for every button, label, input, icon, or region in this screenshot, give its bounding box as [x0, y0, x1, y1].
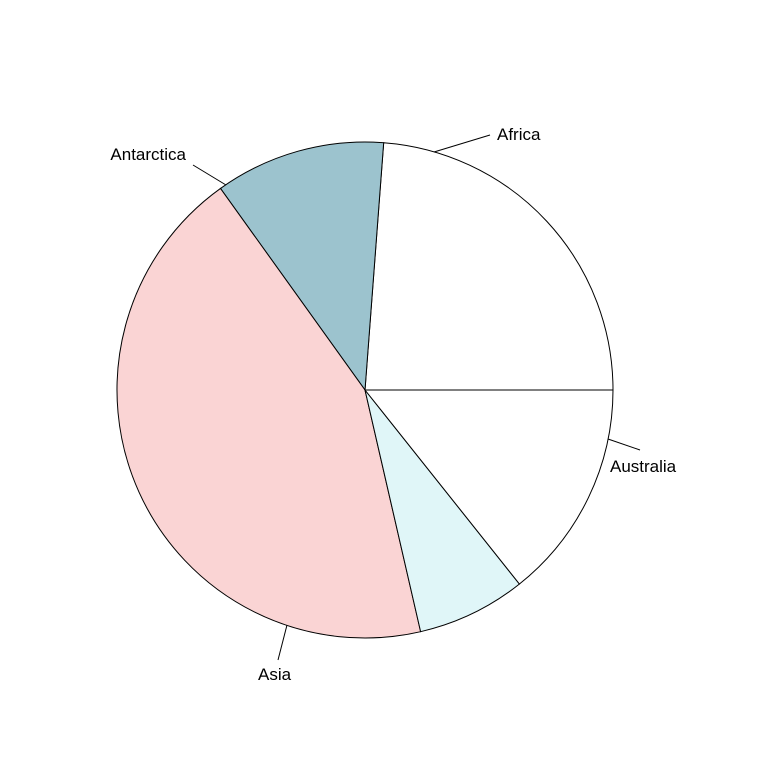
slice-label-antarctica: Antarctica — [110, 145, 186, 164]
leader-line-africa — [434, 135, 490, 152]
pie-slice-africa — [365, 143, 613, 390]
leader-line-antarctica — [193, 165, 226, 185]
pie-chart: Africa Antarctica Asia Australia — [0, 0, 768, 768]
leader-line-asia — [278, 625, 287, 660]
slice-label-australia: Australia — [610, 457, 677, 476]
slice-label-asia: Asia — [258, 665, 292, 684]
slice-label-africa: Africa — [497, 125, 541, 144]
leader-line-australia — [608, 439, 640, 450]
